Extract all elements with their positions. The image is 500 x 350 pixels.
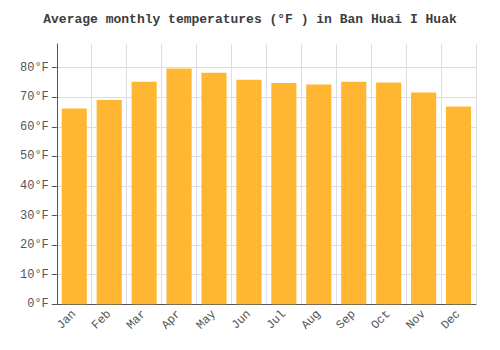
svg-text:Average monthly temperatures (: Average monthly temperatures (°F ) in Ba… [43,12,457,27]
svg-text:Jun: Jun [229,307,254,332]
svg-text:10°F: 10°F [20,268,49,282]
svg-text:Dec: Dec [438,307,463,332]
svg-text:Sep: Sep [334,307,359,332]
svg-text:30°F: 30°F [20,209,49,223]
svg-text:May: May [194,307,219,332]
svg-text:70°F: 70°F [20,90,49,104]
svg-text:50°F: 50°F [20,149,49,163]
svg-text:Jul: Jul [264,307,289,332]
svg-text:40°F: 40°F [20,179,49,193]
svg-text:0°F: 0°F [27,297,49,311]
svg-text:Aug: Aug [299,307,324,332]
svg-text:Mar: Mar [124,307,149,332]
svg-text:Feb: Feb [89,307,114,332]
svg-text:Oct: Oct [368,307,393,332]
svg-text:80°F: 80°F [20,61,49,75]
svg-text:Jan: Jan [54,307,79,332]
svg-text:60°F: 60°F [20,120,49,134]
svg-text:Apr: Apr [159,307,184,332]
svg-text:Nov: Nov [403,307,428,332]
svg-text:20°F: 20°F [20,238,49,252]
